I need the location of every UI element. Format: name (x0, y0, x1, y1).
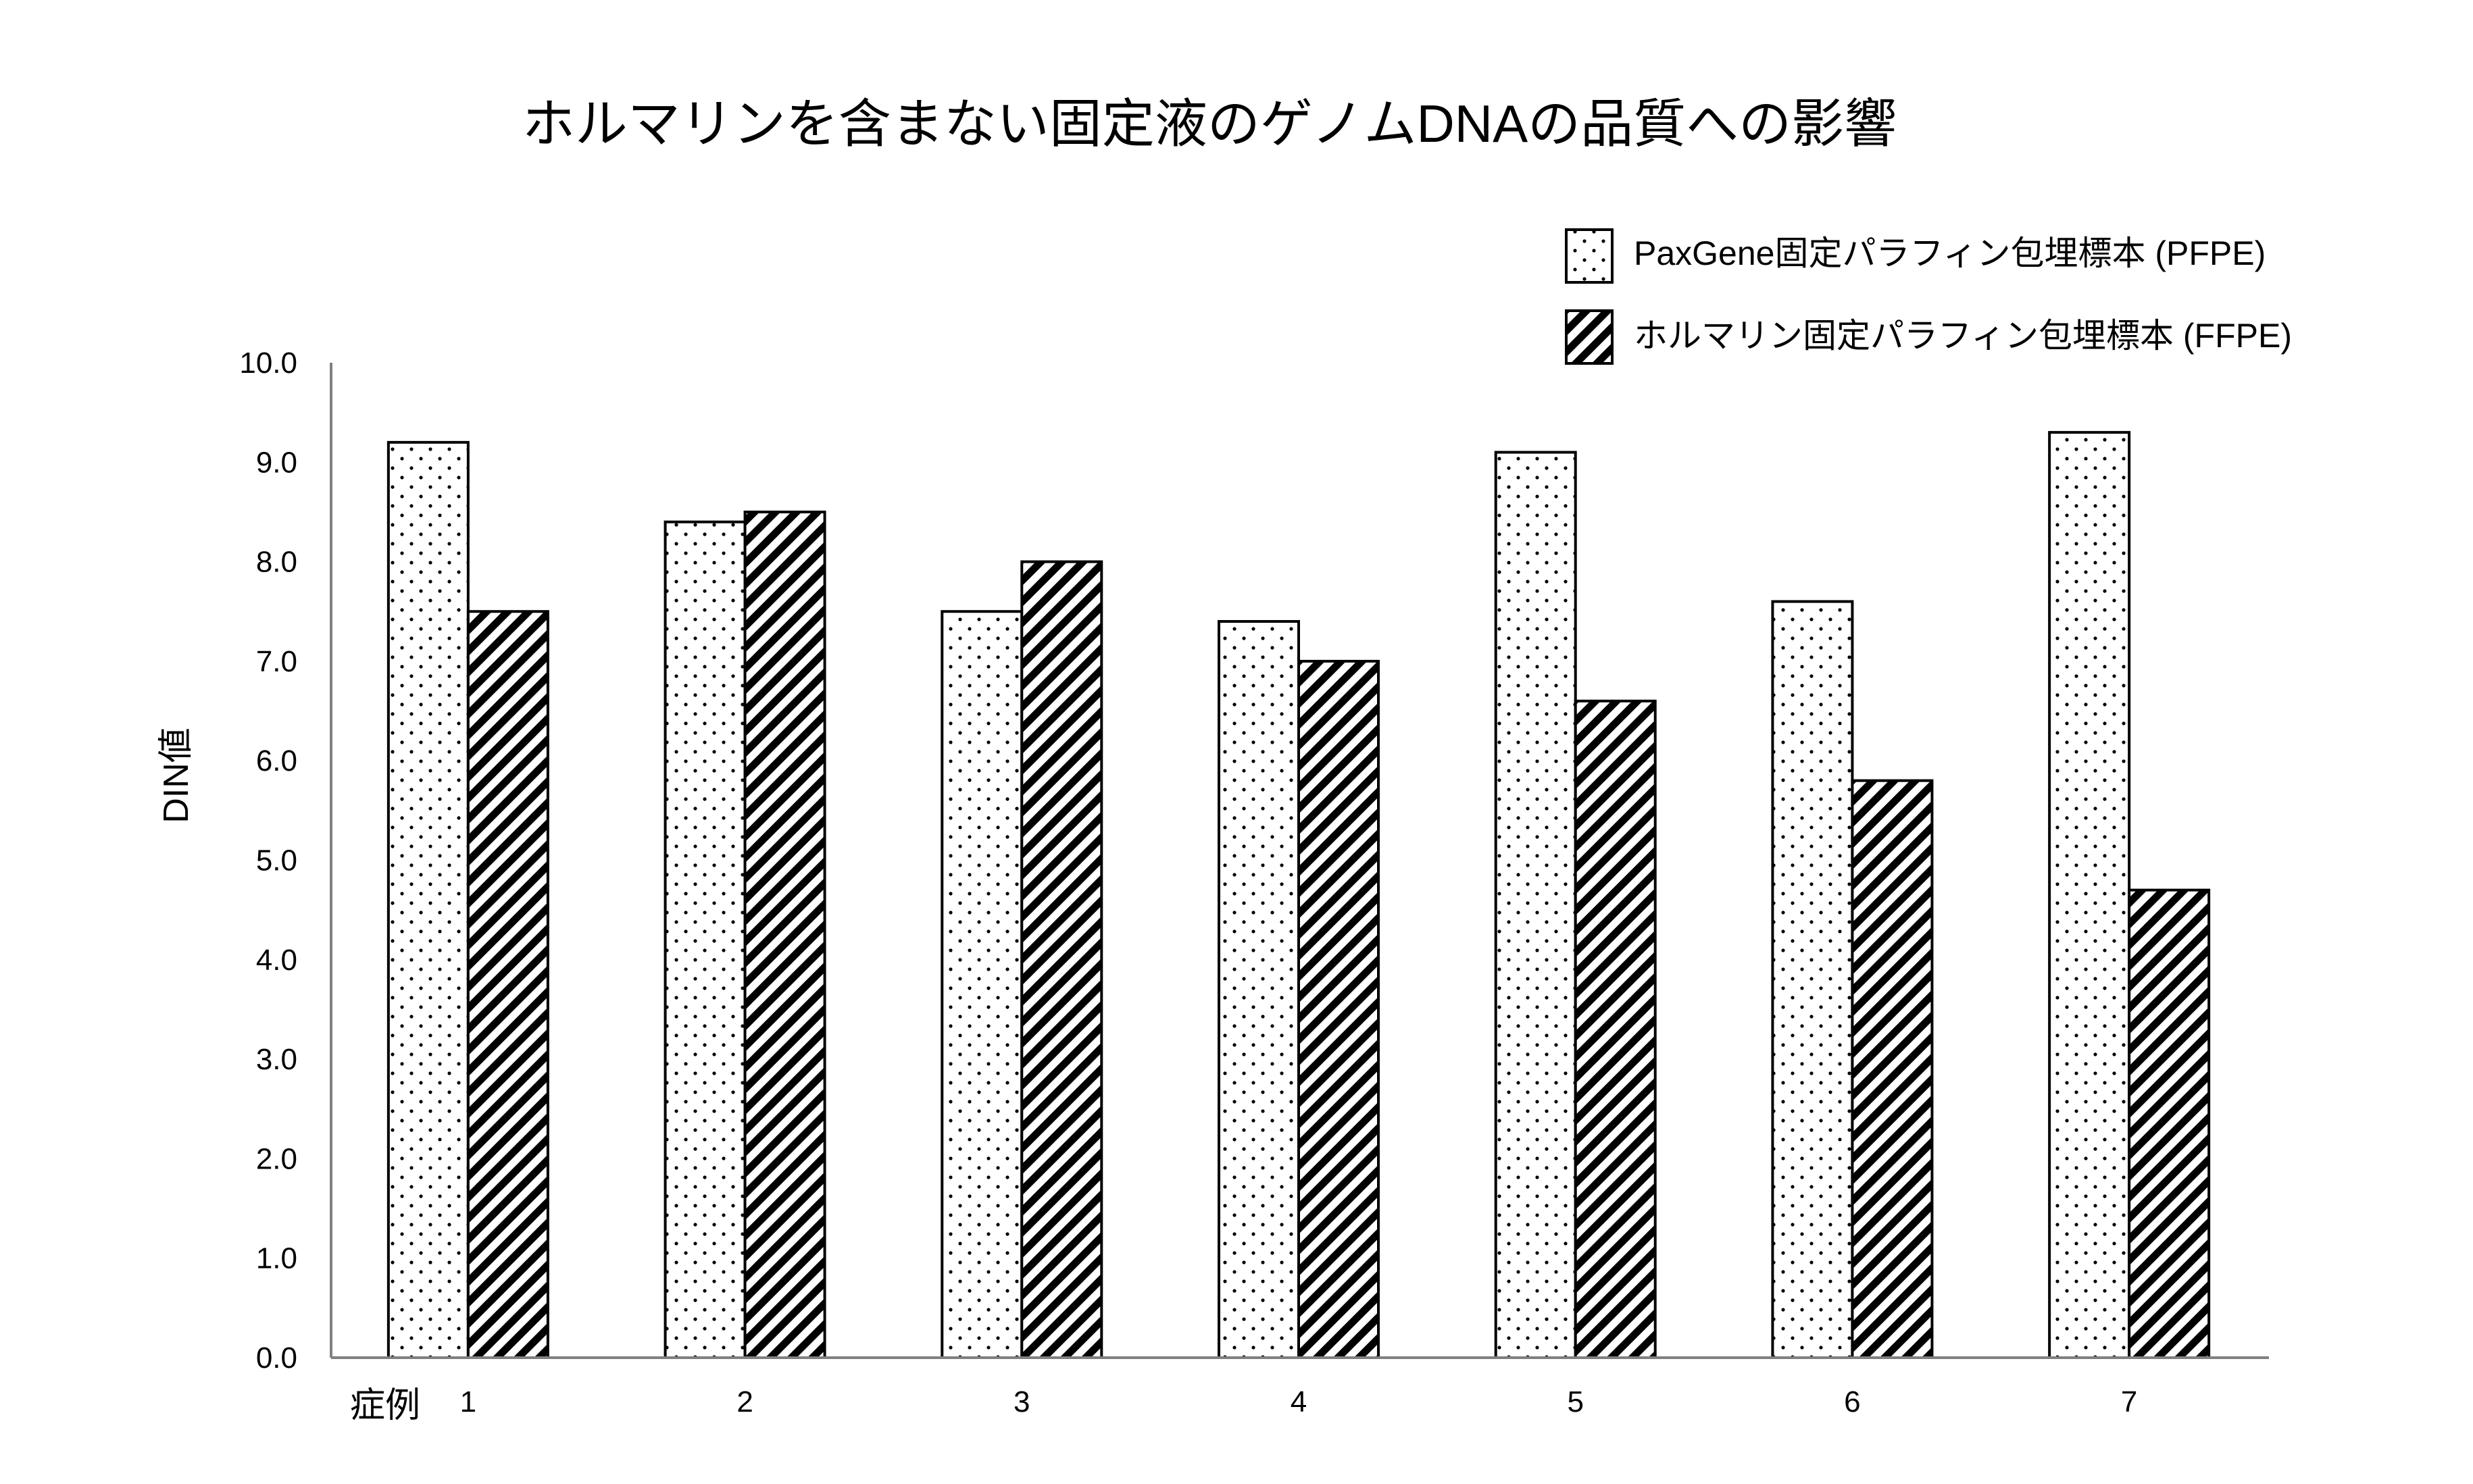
bar-ffpe-case-7 (2128, 888, 2211, 1359)
legend-label-pfpe: PaxGene固定パラフィン包埋標本 (PFPE) (1634, 234, 2266, 272)
y-tick-label: 7.0 (256, 645, 297, 678)
legend-label-ffpe: ホルマリン固定パラフィン包埋標本 (FFPE) (1634, 317, 2292, 355)
y-tick-label: 10.0 (239, 347, 297, 380)
bar-ffpe-case-1 (466, 610, 549, 1359)
y-axis-title: DIN値 (157, 727, 196, 823)
bar-pfpe-case-4 (1218, 619, 1300, 1359)
y-tick-label: 0.0 (256, 1341, 297, 1375)
y-tick-label: 3.0 (256, 1043, 297, 1076)
bars-group (386, 431, 2211, 1360)
y-tick-label: 2.0 (256, 1142, 297, 1175)
bar-pfpe-case-7 (2048, 431, 2131, 1359)
y-tick-label: 4.0 (256, 944, 297, 977)
bar-ffpe-case-2 (743, 510, 826, 1360)
bar-pfpe-case-2 (664, 520, 747, 1359)
chart-title: ホルマリンを含まない固定液のゲノムDNAの品質への影響 (522, 94, 1897, 153)
x-category-label: 5 (1567, 1385, 1583, 1418)
y-tick-label: 1.0 (256, 1242, 297, 1275)
bar-ffpe-case-4 (1297, 659, 1380, 1359)
x-category-label: 4 (1291, 1385, 1307, 1418)
y-axis-ticks: 0.0 1.0 2.0 3.0 4.0 5.0 6.0 7.0 8.0 9.0 10.0 (239, 347, 297, 1375)
legend-swatch-pfpe (1565, 228, 1614, 284)
bar-pfpe-case-1 (386, 440, 470, 1360)
bar-ffpe-case-3 (1020, 560, 1103, 1359)
y-tick-label: 5.0 (256, 844, 297, 877)
bar-ffpe-case-6 (1851, 779, 1934, 1360)
legend: PaxGene固定パラフィン包埋標本 (PFPE) ホルマリン固定パラフィン包埋… (1565, 228, 2292, 365)
legend-swatch-ffpe (1565, 309, 1614, 365)
y-tick-label: 9.0 (256, 446, 297, 479)
x-category-label: 2 (736, 1385, 753, 1418)
y-tick-label: 6.0 (256, 744, 297, 777)
bar-pfpe-case-6 (1771, 600, 1854, 1359)
bar-pfpe-case-3 (941, 610, 1024, 1359)
x-category-label: 6 (1844, 1385, 1860, 1418)
bar-pfpe-case-5 (1494, 451, 1577, 1360)
x-category-label: 1 (460, 1385, 476, 1418)
x-category-label: 3 (1014, 1385, 1030, 1418)
x-category-label: 7 (2121, 1385, 2137, 1418)
x-axis-title: 症例 (350, 1386, 420, 1425)
x-axis-categories: 1 2 3 4 5 6 7 (460, 1385, 2138, 1418)
y-tick-label: 8.0 (256, 546, 297, 579)
bar-ffpe-case-5 (1574, 699, 1657, 1359)
